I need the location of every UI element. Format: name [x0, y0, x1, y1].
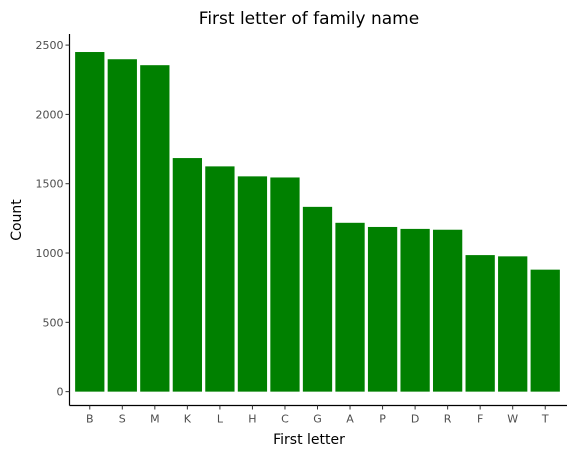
bar-M	[140, 65, 170, 392]
x-tick-label-M: M	[150, 413, 160, 426]
y-tick-label-1500: 1500	[36, 178, 64, 191]
x-tick-label-A: A	[346, 413, 354, 426]
bar-A	[335, 222, 365, 392]
bar-T	[530, 269, 560, 392]
x-tick-label-P: P	[379, 413, 386, 426]
bar-H	[237, 176, 268, 392]
bar-F	[465, 255, 495, 392]
x-tick-label-S: S	[119, 413, 126, 426]
bar-S	[107, 59, 137, 392]
bar-B	[75, 52, 105, 392]
x-tick-label-F: F	[477, 413, 483, 426]
x-tick-label-D: D	[411, 413, 419, 426]
x-tick-label-G: G	[313, 413, 322, 426]
y-ticks-group: 0 500 1000 1500 2000 2500	[36, 39, 70, 399]
x-tick-label-B: B	[86, 413, 94, 426]
y-tick-label-0: 0	[57, 386, 64, 399]
x-tick-label-T: T	[541, 413, 549, 426]
bars-group	[75, 52, 560, 392]
y-axis-title: Count	[9, 199, 25, 241]
bar-C	[270, 177, 300, 392]
x-tick-label-K: K	[184, 413, 192, 426]
x-tick-label-H: H	[248, 413, 256, 426]
bar-L	[205, 166, 235, 392]
x-tick-label-W: W	[507, 413, 518, 426]
x-axis-title: First letter	[273, 432, 345, 448]
x-tick-label-R: R	[444, 413, 452, 426]
bar-K	[172, 158, 203, 392]
bar-W	[498, 256, 528, 392]
y-tick-label-2000: 2000	[36, 108, 64, 121]
bar-P	[367, 226, 398, 392]
chart-title: First letter of family name	[199, 9, 419, 29]
y-tick-label-500: 500	[43, 316, 64, 329]
bar-R	[432, 229, 463, 392]
bar-D	[400, 228, 430, 392]
y-tick-label-2500: 2500	[36, 39, 64, 52]
y-tick-label-1000: 1000	[36, 247, 64, 260]
bar-G	[302, 206, 333, 392]
x-tick-label-L: L	[217, 413, 224, 426]
x-tick-label-C: C	[281, 413, 289, 426]
